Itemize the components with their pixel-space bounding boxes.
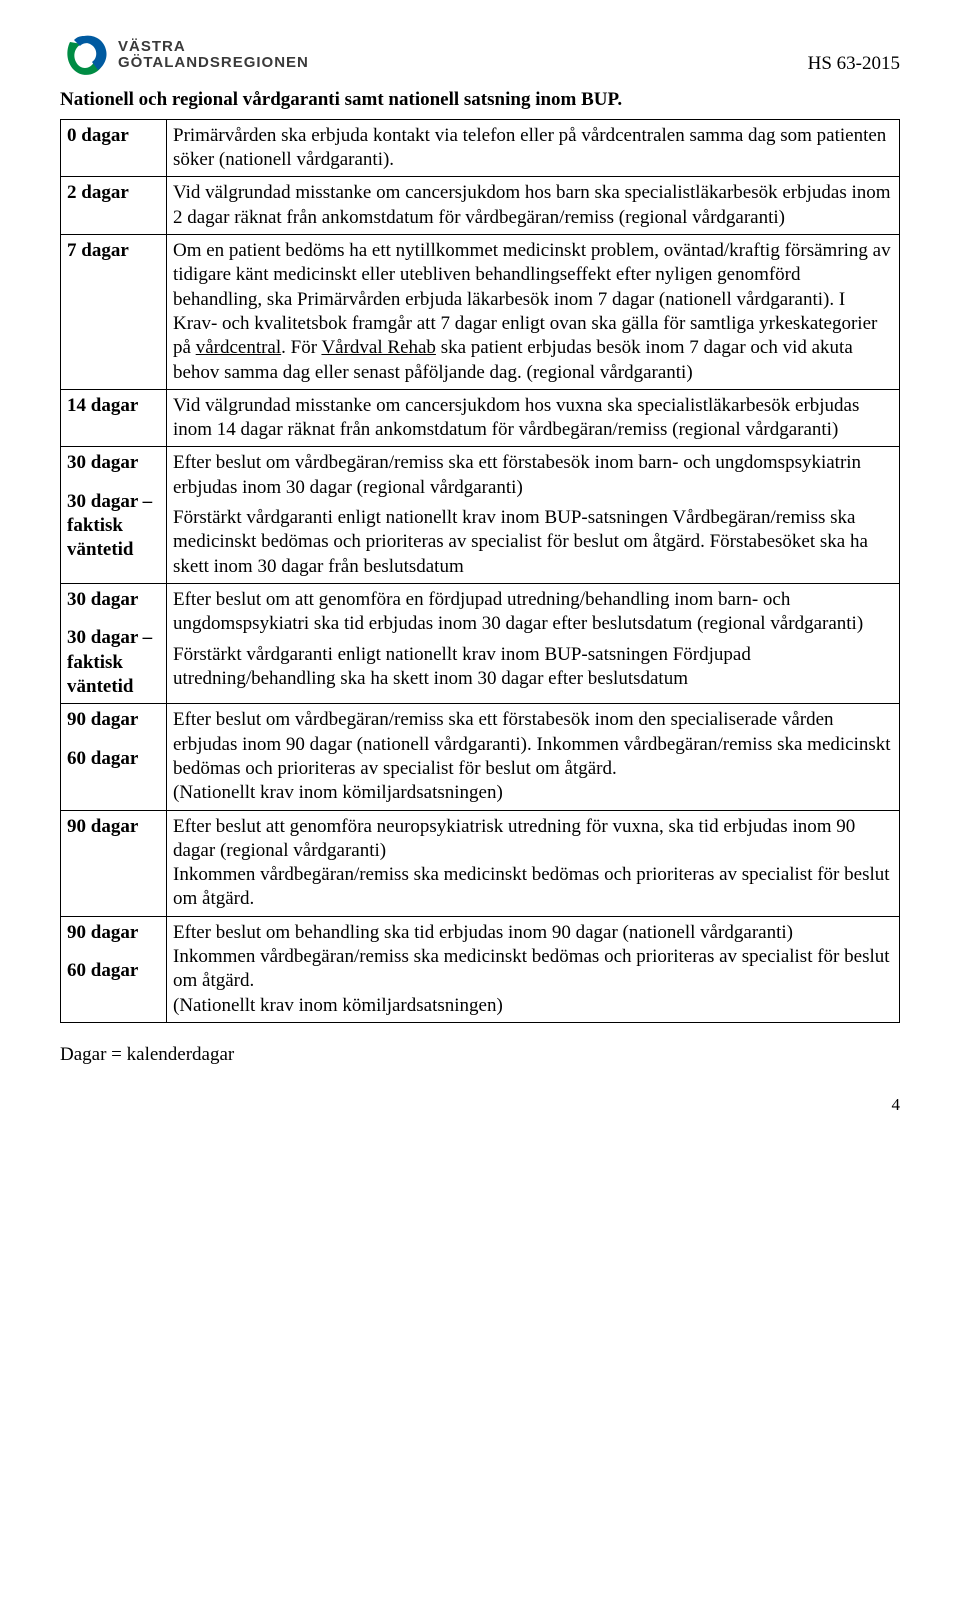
row-body-cell: Primärvården ska erbjuda kontakt via tel… [167, 119, 900, 177]
row-body-cell: Om en patient bedöms ha ett nytillkommet… [167, 234, 900, 389]
document-code: HS 63-2015 [808, 30, 900, 77]
table-row: 2 dagar Vid välgrundad misstanke om cance… [61, 177, 900, 235]
table-row: 90 dagar 60 dagar Efter beslut om behandli… [61, 916, 900, 1022]
row-label: 30 dagar [67, 588, 160, 612]
row-body-cell: Vid välgrundad misstanke om cancersjukdo… [167, 177, 900, 235]
table-row: 14 dagar Vid välgrundad misstanke om canc… [61, 389, 900, 447]
table-row: 30 dagar 30 dagar – faktisk väntetidEfter… [61, 447, 900, 584]
row-label: 90 dagar [67, 708, 160, 732]
table-row: 90 dagar Efter beslut att genomföra neuro… [61, 810, 900, 916]
row-label: 60 dagar [67, 747, 160, 771]
row-label: 30 dagar – faktisk väntetid [67, 626, 160, 699]
row-label: 30 dagar – faktisk väntetid [67, 490, 160, 563]
row-label-cell: 14 dagar [61, 389, 167, 447]
logo-line1: VÄSTRA [118, 38, 186, 55]
row-label: 0 dagar [67, 124, 160, 148]
page-header: VÄSTRA GÖTALANDSREGIONEN HS 63-2015 [60, 30, 900, 80]
table-row: 90 dagar 60 dagar Efter beslut om vårdbegä… [61, 704, 900, 810]
row-label: 14 dagar [67, 394, 160, 418]
row-label-cell: 90 dagar 60 dagar [61, 916, 167, 1022]
table-row: 7 dagar Om en patient bedöms ha ett nytil… [61, 234, 900, 389]
guarantee-table: 0 dagar Primärvården ska erbjuda kontakt … [60, 119, 900, 1023]
row-body-cell: Vid välgrundad misstanke om cancersjukdo… [167, 389, 900, 447]
table-row: 30 dagar 30 dagar – faktisk väntetidEfter… [61, 584, 900, 704]
row-label: 30 dagar [67, 451, 160, 475]
row-label: 2 dagar [67, 181, 160, 205]
row-body-cell: Efter beslut om vårdbegäran/remiss ska e… [167, 704, 900, 810]
row-label-cell: 0 dagar [61, 119, 167, 177]
page-title: Nationell och regional vårdgaranti samt … [60, 88, 900, 113]
row-label: 90 dagar [67, 815, 160, 839]
logo-text: VÄSTRA GÖTALANDSREGIONEN [118, 39, 309, 72]
row-label-cell: 7 dagar [61, 234, 167, 389]
logo-line2: GÖTALANDSREGIONEN [118, 54, 309, 71]
row-label-cell: 30 dagar 30 dagar – faktisk väntetid [61, 447, 167, 584]
row-body-cell: Efter beslut om behandling ska tid erbju… [167, 916, 900, 1022]
row-label-cell: 90 dagar 60 dagar [61, 704, 167, 810]
row-label-cell: 30 dagar 30 dagar – faktisk väntetid [61, 584, 167, 704]
row-body-cell: Efter beslut om vårdbegäran/remiss ska e… [167, 447, 900, 584]
footer-note: Dagar = kalenderdagar [60, 1043, 900, 1068]
region-logo-icon [60, 30, 110, 80]
logo-block: VÄSTRA GÖTALANDSREGIONEN [60, 30, 309, 80]
row-label: 90 dagar [67, 921, 160, 945]
row-body-cell: Efter beslut att genomföra neuropsykiatr… [167, 810, 900, 916]
row-label-cell: 2 dagar [61, 177, 167, 235]
row-label: 7 dagar [67, 239, 160, 263]
page-number: 4 [60, 1094, 900, 1116]
table-row: 0 dagar Primärvården ska erbjuda kontakt … [61, 119, 900, 177]
row-label: 60 dagar [67, 959, 160, 983]
row-label-cell: 90 dagar [61, 810, 167, 916]
row-body-cell: Efter beslut om att genomföra en fördjup… [167, 584, 900, 704]
